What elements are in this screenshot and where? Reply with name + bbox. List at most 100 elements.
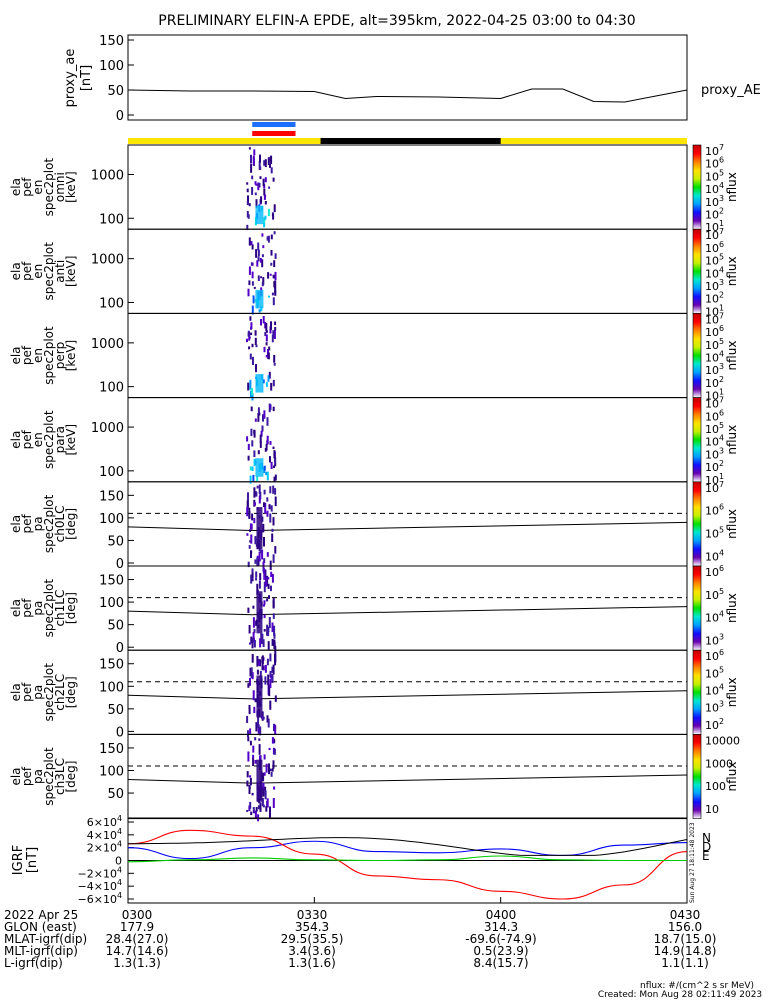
colorbar-tick-label-exp: 5 (719, 168, 724, 177)
colorbar-tick-label-exp: 3 (719, 446, 724, 455)
heat-cell (267, 352, 270, 360)
heat-cell (249, 540, 252, 543)
heat-cell (250, 322, 253, 330)
ytick-label: 1000 (91, 168, 124, 183)
heat-cell (251, 175, 254, 180)
heat-cell (259, 154, 261, 163)
heat-cell (274, 321, 277, 326)
heat-cell (269, 679, 272, 688)
colorbar-tick-label-base: 10 (705, 589, 719, 602)
footer-cell: 177.9 (120, 920, 154, 934)
colorbar-tick-label-base: 10 (705, 482, 719, 495)
footer-cell: 314.3 (484, 920, 518, 934)
colorbar-tick-label-base: 10 (705, 803, 719, 816)
heat-cell (250, 332, 253, 336)
heat-cell (267, 626, 270, 633)
heat-cell (272, 598, 275, 608)
heat-cell (270, 771, 273, 777)
heat-cell (270, 585, 272, 592)
heat-cell (247, 330, 250, 335)
heat-cell (255, 491, 258, 497)
colorbar-tick-label: 100 (705, 780, 726, 793)
colorbar-tick-label: 105 (705, 168, 724, 183)
heat-cell (256, 669, 259, 675)
heat-cell (267, 208, 270, 217)
colorbar-tick-label-base: 10 (705, 528, 719, 541)
colorbar-tick-label: 106 (705, 324, 724, 339)
colorbar-tick-label: 107 (705, 311, 724, 326)
colorbar-tick-label-base: 10 (705, 377, 719, 390)
heat-cell (257, 407, 260, 414)
heat-cell (273, 354, 276, 363)
heat-cell (261, 281, 264, 287)
heat-cell (269, 486, 272, 494)
heat-cell (250, 164, 253, 173)
heat-cell (251, 466, 254, 471)
heat-cell (273, 281, 276, 288)
heat-cell (274, 496, 277, 507)
ytick-label: 100 (99, 680, 124, 695)
heat-cell (264, 502, 267, 514)
heat-cell (255, 344, 258, 348)
heat-cell (246, 771, 249, 778)
heat-cell (268, 295, 270, 298)
heat-cell (273, 450, 276, 459)
heat-cell (255, 364, 257, 373)
heat-cell (263, 188, 266, 196)
heat-cell (271, 767, 274, 772)
panel-ylabel-line: pef (20, 598, 34, 618)
heat-cell (247, 683, 250, 686)
heat-cell (253, 429, 256, 435)
heat-cell (267, 375, 270, 382)
heat-cell (257, 182, 260, 191)
igrf-ytick-label-exp: 4 (117, 814, 122, 823)
panel-ylabel-line: ch1LC (53, 590, 67, 627)
heat-cell (253, 458, 256, 466)
panel-ylabel-line: pef (20, 429, 34, 449)
colorbar-tick-label: 1000 (705, 757, 733, 770)
igrf-ytick-label-exp: 4 (117, 878, 122, 887)
colorbar-tick-label: 101 (705, 472, 724, 487)
heat-cell (246, 715, 249, 723)
ytick-label: 150 (99, 574, 124, 589)
heat-cell (252, 757, 255, 766)
heat-cell (259, 726, 262, 736)
heat-cell (267, 583, 270, 589)
heat-cell (248, 704, 251, 710)
colorbar-tick-label-base: 10 (705, 267, 719, 280)
heat-cell (246, 810, 249, 812)
igrf-ytick-label-base: 4×10 (87, 829, 117, 842)
heat-cell (264, 159, 267, 168)
heat-cell (251, 281, 254, 286)
colorbar-tick-label: 104 (705, 350, 724, 365)
colorbar-tick-label-exp: 4 (719, 682, 724, 691)
heat-cell (247, 443, 250, 451)
colorbar-tick-label: 10000 (705, 734, 740, 747)
colorbar-tick-label: 102 (705, 375, 724, 390)
heat-cell (267, 577, 270, 580)
colorbar-tick-label: 107 (705, 396, 724, 411)
heat-cell (250, 667, 253, 679)
heat-cell (272, 274, 275, 279)
proxy-ytick-label: 150 (99, 34, 124, 49)
heat-cell (257, 724, 260, 734)
heat-cell (269, 513, 272, 523)
heat-cell (273, 723, 275, 731)
heat-cell (273, 260, 276, 268)
heat-cell (270, 382, 273, 391)
ytick-label: 1000 (91, 421, 124, 436)
heat-cell (268, 346, 271, 351)
footer-cell: 29.5(35.5) (281, 932, 344, 946)
heat-cell (273, 476, 276, 483)
heat-cell (248, 336, 251, 339)
heat-cell (246, 533, 249, 536)
heat-cell (266, 598, 269, 602)
colorbar-tick-label: 102 (705, 459, 724, 474)
colorbar-tick-label-base: 10 (705, 650, 719, 663)
colorbar-tick-label-base: 10 (705, 474, 719, 487)
heat-cell (249, 777, 252, 786)
heat-cell (249, 801, 252, 809)
heat-cell (250, 262, 253, 266)
panel-ylabel-line: ch0LC (53, 505, 67, 542)
